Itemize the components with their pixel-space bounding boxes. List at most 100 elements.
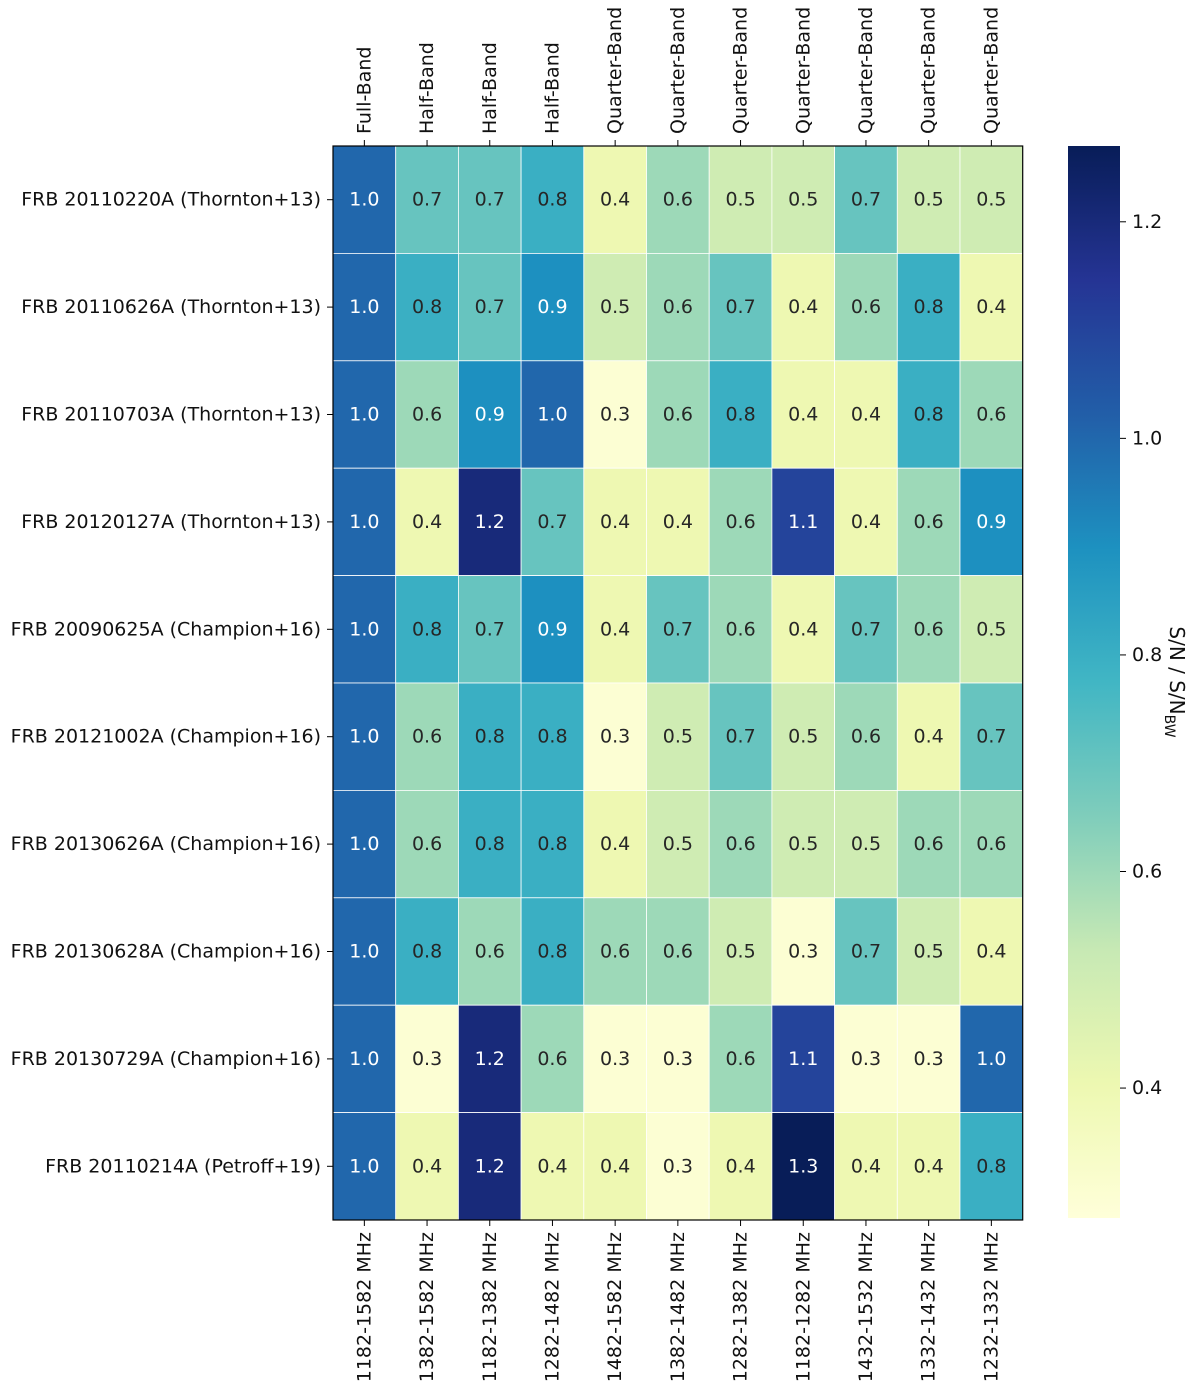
cell-value-label: 0.4 xyxy=(914,726,944,748)
cell-value-label: 0.7 xyxy=(412,189,442,211)
cell-value-label: 0.6 xyxy=(663,189,693,211)
heatmap-cell xyxy=(896,252,961,362)
cell-value-label: 0.3 xyxy=(600,1048,630,1070)
heatmap-cell xyxy=(332,897,397,1006)
heatmap-cell xyxy=(457,252,522,362)
cell-value-label: 0.4 xyxy=(412,511,442,533)
heatmap-cell xyxy=(959,1004,1024,1114)
cell-value-label: 0.3 xyxy=(914,1048,944,1070)
heatmap-cell xyxy=(520,682,585,791)
heatmap-cell xyxy=(959,252,1024,362)
cell-value-label: 1.0 xyxy=(349,726,379,748)
column-labels-top: Full-Band Half-Band Half-Band Half-Band Quar… xyxy=(353,7,1002,146)
cell-value-label: 1.2 xyxy=(475,1155,505,1177)
cell-value-label: 0.9 xyxy=(976,511,1006,533)
cell-value-label: 0.5 xyxy=(788,726,818,748)
cell-value-label: 0.5 xyxy=(725,941,755,963)
heatmap-cell xyxy=(646,252,710,362)
cell-value-label: 0.8 xyxy=(475,726,505,748)
colorbar-tick-label: 0.6 xyxy=(1132,860,1162,882)
column-label-top: Quarter-Band xyxy=(918,7,940,134)
heatmap-cell xyxy=(332,1112,397,1221)
heatmap-cell xyxy=(708,467,773,577)
cell-value-label: 0.8 xyxy=(725,404,755,426)
heatmap-cell xyxy=(332,1004,397,1114)
column-label-top: Half-Band xyxy=(479,42,501,134)
heatmap-cell xyxy=(457,360,522,469)
heatmap-cell xyxy=(834,1004,898,1114)
heatmap-cell xyxy=(332,682,397,791)
cell-value-label: 0.7 xyxy=(537,511,567,533)
heatmap-cell xyxy=(583,897,647,1006)
cell-value-label: 0.3 xyxy=(600,404,630,426)
cell-value-label: 0.7 xyxy=(851,941,881,963)
cell-value-label: 0.4 xyxy=(788,618,818,640)
cell-value-label: 0.3 xyxy=(412,1048,442,1070)
heatmap-cell xyxy=(332,575,397,684)
cell-value-label: 0.4 xyxy=(851,404,881,426)
cell-value-label: 1.2 xyxy=(475,511,505,533)
heatmap-cell xyxy=(583,145,647,254)
heatmap-cell xyxy=(834,575,898,684)
heatmap-cell xyxy=(896,897,961,1006)
cell-value-label: 0.5 xyxy=(600,296,630,318)
cell-value-label: 0.4 xyxy=(788,296,818,318)
cell-value-label: 0.3 xyxy=(663,1155,693,1177)
row-label: FRB 20121002A (Champion+16) xyxy=(11,726,321,748)
heatmap-cell xyxy=(646,682,710,791)
heatmap-cell xyxy=(834,790,898,899)
heatmap-cell xyxy=(708,1112,773,1221)
cell-value-label: 0.9 xyxy=(537,618,567,640)
cell-value-label: 0.5 xyxy=(851,833,881,855)
heatmap-cell xyxy=(896,575,961,684)
cell-value-label: 0.5 xyxy=(976,618,1006,640)
column-label-top: Quarter-Band xyxy=(792,7,814,134)
heatmap-cell xyxy=(646,575,710,684)
cell-value-label: 0.6 xyxy=(725,833,755,855)
heatmap-cell xyxy=(834,1112,898,1221)
cell-value-label: 1.0 xyxy=(349,189,379,211)
heatmap-cell xyxy=(332,790,397,899)
colorbar-label: S/N / S/NBW xyxy=(1161,626,1189,737)
cell-value-label: 0.6 xyxy=(914,511,944,533)
column-label-bottom: 1182-1582 MHz xyxy=(353,1232,375,1382)
cell-value-label: 0.6 xyxy=(976,404,1006,426)
column-label-bottom: 1482-1582 MHz xyxy=(604,1232,626,1382)
column-label-top: Quarter-Band xyxy=(730,7,752,134)
cell-value-label: 0.6 xyxy=(663,941,693,963)
cell-value-label: 1.0 xyxy=(537,404,567,426)
cell-value-label: 0.8 xyxy=(412,296,442,318)
cell-value-label: 0.5 xyxy=(788,833,818,855)
heatmap-cell xyxy=(646,897,710,1006)
column-label-top: Quarter-Band xyxy=(667,7,689,134)
cell-value-label: 0.6 xyxy=(851,296,881,318)
cell-value-label: 0.4 xyxy=(851,511,881,533)
heatmap-cell xyxy=(959,790,1024,899)
heatmap-cell xyxy=(395,790,459,899)
cell-value-label: 0.7 xyxy=(725,296,755,318)
heatmap-cell xyxy=(834,467,898,577)
column-label-bottom: 1332-1432 MHz xyxy=(918,1232,940,1382)
column-label-bottom: 1382-1482 MHz xyxy=(667,1232,689,1382)
cell-value-label: 0.6 xyxy=(412,726,442,748)
column-label-top: Quarter-Band xyxy=(604,7,626,134)
cell-value-label: 1.1 xyxy=(788,1048,818,1070)
cell-value-label: 0.6 xyxy=(475,941,505,963)
cell-value-label: 0.7 xyxy=(663,618,693,640)
cell-value-label: 0.6 xyxy=(725,1048,755,1070)
heatmap-cell xyxy=(583,575,647,684)
heatmap-cell xyxy=(834,682,898,791)
heatmap-cell xyxy=(395,145,459,254)
heatmap-cell xyxy=(332,252,397,362)
cell-value-label: 0.4 xyxy=(914,1155,944,1177)
cell-value-label: 0.8 xyxy=(537,941,567,963)
heatmap-cell xyxy=(395,575,459,684)
cell-value-label: 0.5 xyxy=(788,189,818,211)
cell-value-label: 1.0 xyxy=(349,511,379,533)
column-labels-bottom: 1182-1582 MHz 1382-1582 MHz 1182-1382 MHz 1… xyxy=(353,1220,1002,1382)
row-label: FRB 20120127A (Thornton+13) xyxy=(21,511,321,533)
heatmap-cell xyxy=(708,1004,773,1114)
heatmap-cell xyxy=(646,790,710,899)
cell-value-label: 1.0 xyxy=(349,941,379,963)
heatmap-cell xyxy=(959,897,1024,1006)
